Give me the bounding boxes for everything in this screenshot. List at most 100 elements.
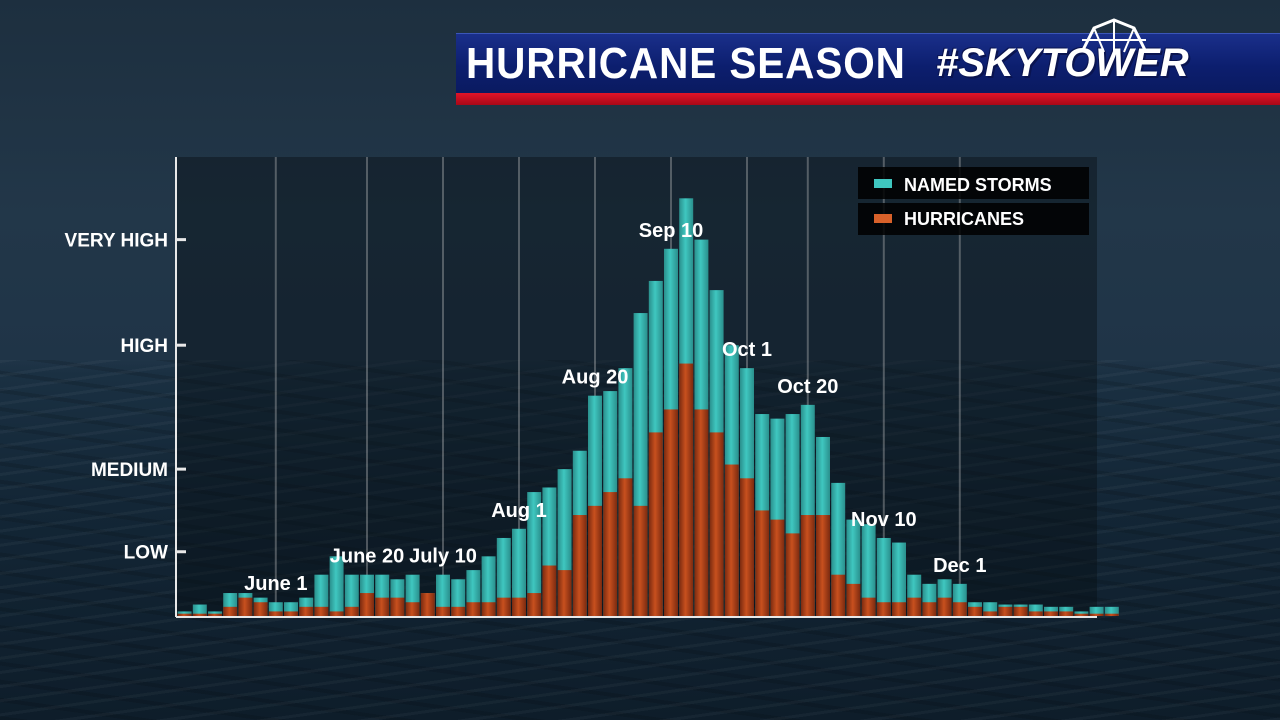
bar-group-36	[724, 345, 739, 616]
bar-group-17	[436, 574, 450, 616]
axes	[175, 157, 1097, 618]
bar-group-33	[679, 198, 694, 616]
bar-group-31	[648, 280, 663, 616]
date-labels: June 1 June 20 July 10 Aug 1 Aug 20 Sep 10 Oct…	[244, 220, 986, 595]
bar-hurricanes-3	[223, 606, 238, 616]
bar-group-32	[664, 248, 678, 617]
bar-hurricanes-59	[1074, 613, 1089, 616]
bar-hurricanes-24	[542, 565, 557, 616]
bar-hurricanes-18	[451, 606, 466, 616]
bar-group-27	[588, 395, 602, 616]
bar-hurricanes-30	[633, 505, 648, 616]
bar-group-24	[542, 487, 557, 616]
bar-hurricanes-43	[831, 574, 846, 616]
y-ticks: LOW MEDIUM HIGH VERY HIGH	[65, 231, 186, 564]
bars-group	[177, 198, 1119, 617]
bar-group-21	[496, 537, 511, 616]
legend-box-hurricanes	[858, 203, 1089, 235]
bar-group-35	[709, 290, 724, 616]
y-tick-label-1: MEDIUM	[91, 460, 168, 481]
bar-hurricanes-28	[603, 492, 618, 616]
bar-group-9	[314, 574, 329, 616]
bar-hurricanes-47	[892, 602, 906, 616]
bar-named-storms-22	[512, 528, 526, 616]
bar-hurricanes-25	[557, 570, 572, 616]
bar-named-storms-1	[192, 604, 207, 616]
legend-label-named-storms: NAMED STORMS	[904, 175, 1052, 195]
date-label-4: Aug 20	[562, 367, 629, 389]
bar-hurricanes-49	[922, 602, 937, 616]
bar-group-22	[512, 528, 526, 616]
bar-hurricanes-20	[481, 602, 496, 616]
bar-named-storms-46	[876, 537, 891, 616]
bar-hurricanes-15	[405, 602, 420, 616]
bar-hurricanes-0	[177, 613, 192, 616]
bar-hurricanes-33	[679, 363, 694, 616]
bar-group-30	[633, 313, 648, 616]
bar-hurricanes-61	[1104, 613, 1119, 616]
bar-group-47	[892, 542, 906, 616]
bar-group-10	[329, 556, 344, 616]
bar-hurricanes-16	[420, 593, 435, 616]
bar-hurricanes-8	[299, 606, 314, 616]
bar-named-storms-56	[1028, 604, 1043, 616]
bar-group-48	[907, 574, 922, 616]
bar-hurricanes-26	[572, 515, 587, 616]
bar-hurricanes-56	[1028, 611, 1043, 616]
bar-group-58	[1059, 606, 1074, 616]
bar-hurricanes-23	[527, 593, 542, 616]
bar-hurricanes-27	[588, 505, 602, 616]
bar-hurricanes-39	[770, 519, 785, 616]
bar-named-storms-17	[436, 574, 450, 616]
bar-hurricanes-35	[709, 432, 724, 616]
bar-named-storms-60	[1089, 606, 1104, 616]
bar-hurricanes-21	[496, 597, 511, 616]
bar-named-storms-61	[1104, 606, 1119, 616]
bar-named-storms-59	[1074, 611, 1089, 616]
bar-hurricanes-32	[664, 409, 678, 616]
bar-group-40	[785, 414, 800, 616]
bar-group-55	[1013, 604, 1028, 616]
bar-group-57	[1044, 606, 1058, 616]
bar-hurricanes-48	[907, 597, 922, 616]
date-label-5: Sep 10	[639, 220, 703, 242]
bar-hurricanes-34	[694, 409, 709, 616]
legend-swatch-hurricanes	[874, 214, 892, 223]
banner-red-stripe	[456, 93, 1280, 105]
bar-hurricanes-2	[208, 613, 222, 616]
bar-hurricanes-36	[724, 464, 739, 616]
legend: NAMED STORMS HURRICANES	[858, 167, 1089, 235]
bar-hurricanes-44	[846, 583, 861, 616]
bar-group-41	[800, 404, 815, 616]
bar-hurricanes-52	[968, 606, 982, 616]
y-tick-label-0: LOW	[124, 543, 168, 564]
bar-hurricanes-50	[937, 597, 952, 616]
page-title: HURRICANE SEASON	[466, 39, 906, 88]
date-label-3: Aug 1	[491, 500, 547, 522]
bar-hurricanes-13	[375, 597, 390, 616]
bar-named-storms-0	[177, 611, 192, 616]
bar-group-38	[755, 414, 770, 616]
bar-group-6	[268, 602, 283, 616]
bar-group-18	[451, 579, 466, 616]
tower-logo-icon	[1080, 18, 1148, 53]
bar-group-4	[238, 593, 253, 616]
date-label-2: July 10	[409, 546, 477, 568]
brand-logo-text: #SKYTOWER	[936, 41, 1189, 85]
bar-group-12	[360, 574, 374, 616]
bar-group-54	[998, 604, 1013, 616]
bar-group-26	[572, 450, 587, 616]
bar-named-storms-47	[892, 542, 906, 616]
bar-hurricanes-51	[952, 602, 967, 616]
bar-group-3	[223, 593, 238, 616]
bar-group-42	[816, 436, 830, 616]
bar-named-storms-9	[314, 574, 329, 616]
bar-group-11	[344, 574, 359, 616]
bar-hurricanes-6	[268, 611, 283, 616]
bar-group-43	[831, 482, 846, 616]
bar-group-2	[208, 611, 222, 616]
bar-named-storms-20	[481, 556, 496, 616]
date-label-7: Oct 20	[777, 376, 838, 398]
y-tick-label-2: HIGH	[121, 336, 169, 357]
